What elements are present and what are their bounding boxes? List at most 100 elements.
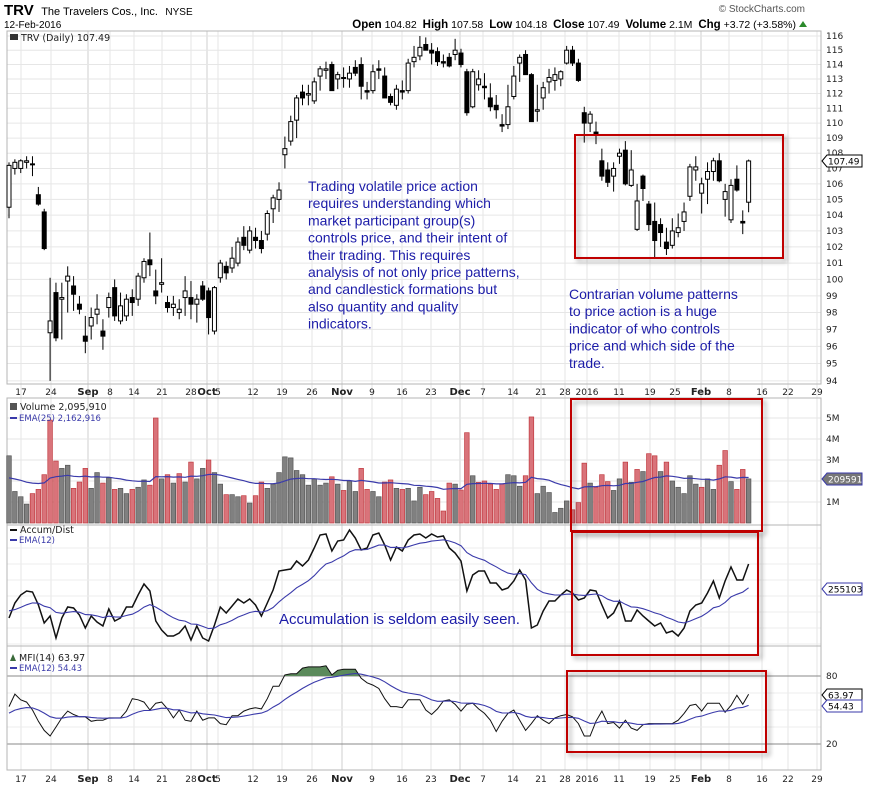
candle-body-down: [528, 74, 534, 123]
volume-bar: [575, 502, 582, 524]
bottom-x-tick-label: Dec: [449, 774, 470, 785]
value-tag-shape: [821, 154, 863, 168]
annotation-line: analysis of not only price patterns,: [308, 264, 520, 280]
candle: [652, 202, 658, 259]
price-legend-text: TRV (Daily) 107.49: [20, 33, 110, 44]
volume-bar: [428, 491, 435, 524]
volume-bar: [288, 457, 294, 524]
candle: [159, 258, 165, 293]
close-value: 107.49: [587, 19, 619, 31]
volume-bar: [370, 491, 376, 524]
value-tag-shape: [821, 688, 863, 702]
candle-body-up: [176, 308, 182, 314]
candle: [470, 68, 476, 109]
candle: [300, 84, 305, 106]
volume-bar: [470, 475, 476, 524]
candle: [129, 289, 135, 316]
volume-bar: [170, 482, 177, 524]
candle-body-up: [746, 160, 752, 203]
candle: [194, 294, 200, 323]
volume-bar: [599, 474, 605, 524]
candle-body-down: [76, 303, 82, 310]
volume-bar: [546, 492, 552, 524]
volume-bar: [681, 493, 687, 524]
volume-bar: [423, 494, 429, 524]
volume-bar: [511, 475, 517, 524]
value-tag-shape: [821, 582, 863, 596]
price-tick-label: 94: [826, 377, 838, 387]
candle-body-up: [452, 49, 458, 55]
volume-bar: [270, 483, 276, 524]
volume-bar: [358, 468, 364, 524]
candle-body-down: [399, 90, 405, 93]
x-tick-label: 21: [535, 388, 546, 398]
candle-body-up: [335, 74, 341, 80]
candle: [517, 54, 523, 82]
volume-bar: [393, 488, 400, 524]
volume-bar: [657, 471, 664, 524]
volume-bar: [6, 455, 12, 524]
volume-bar: [158, 478, 165, 524]
candle: [206, 287, 212, 335]
candle: [687, 163, 693, 201]
candle: [699, 177, 705, 214]
candle-body-up: [611, 167, 617, 177]
mfi-tick-label: 80: [826, 672, 838, 682]
candle-body-up: [370, 71, 376, 92]
volume-bar: [41, 474, 47, 524]
volume-bar: [352, 491, 358, 524]
value-tag-text: 54.43: [828, 703, 854, 713]
volume-bar: [323, 482, 329, 524]
x-tick-label: 26: [306, 388, 318, 398]
candle-body-down: [188, 297, 194, 305]
volume-bar: [299, 474, 306, 524]
price-tick-label: 113: [826, 75, 843, 85]
x-tick-label: 16: [396, 388, 408, 398]
volume-bar: [123, 493, 130, 524]
candle-body-up: [693, 166, 699, 171]
candle-body-down: [446, 56, 452, 67]
annotation-line: and candlestick formations but: [308, 281, 497, 297]
candle-body-down: [358, 64, 364, 87]
candle: [458, 48, 464, 68]
candle: [323, 61, 329, 79]
candle: [53, 282, 59, 342]
candle: [170, 295, 176, 316]
candle: [405, 58, 411, 94]
annotation-line: requires understanding which: [308, 195, 491, 211]
volume-bar: [211, 472, 218, 524]
candle-body-down: [499, 124, 505, 127]
volume-bar: [194, 478, 200, 524]
value-tag-shape: [821, 472, 863, 486]
price-tick-label: 105: [826, 195, 843, 205]
bottom-x-tick-label: 21: [535, 775, 546, 785]
candle-body-down: [388, 95, 394, 103]
candle: [622, 141, 628, 186]
candle-body-down: [71, 285, 77, 295]
candle: [646, 200, 652, 231]
bottom-x-tick-label: 24: [45, 775, 57, 785]
candle-body-up: [182, 290, 188, 299]
x-tick-label: 14: [128, 388, 140, 398]
volume-bar: [505, 474, 511, 524]
bottom-x-tick-label: 14: [128, 775, 140, 785]
candle-body-up: [681, 211, 687, 222]
price-tick-label: 114: [826, 61, 843, 71]
bottom-x-tick-label: 25: [669, 775, 680, 785]
bottom-x-tick-label: 8: [107, 775, 113, 785]
candle: [100, 319, 106, 350]
candle: [681, 202, 687, 231]
bottom-x-tick-label: 23: [425, 775, 436, 785]
price-tick-label: 116: [826, 32, 843, 42]
candle: [311, 77, 317, 104]
annotation-accumulation: Accumulation is seldom easily seen.: [279, 611, 520, 628]
candle-body-up: [270, 197, 276, 210]
candle: [258, 230, 264, 254]
volume-bar: [112, 489, 118, 524]
candle-body-down: [570, 49, 576, 64]
bottom-x-tick-label: Feb: [691, 774, 711, 785]
bottom-x-tick-label: 8: [726, 775, 732, 785]
mfi-tick-label: 20: [826, 740, 838, 750]
